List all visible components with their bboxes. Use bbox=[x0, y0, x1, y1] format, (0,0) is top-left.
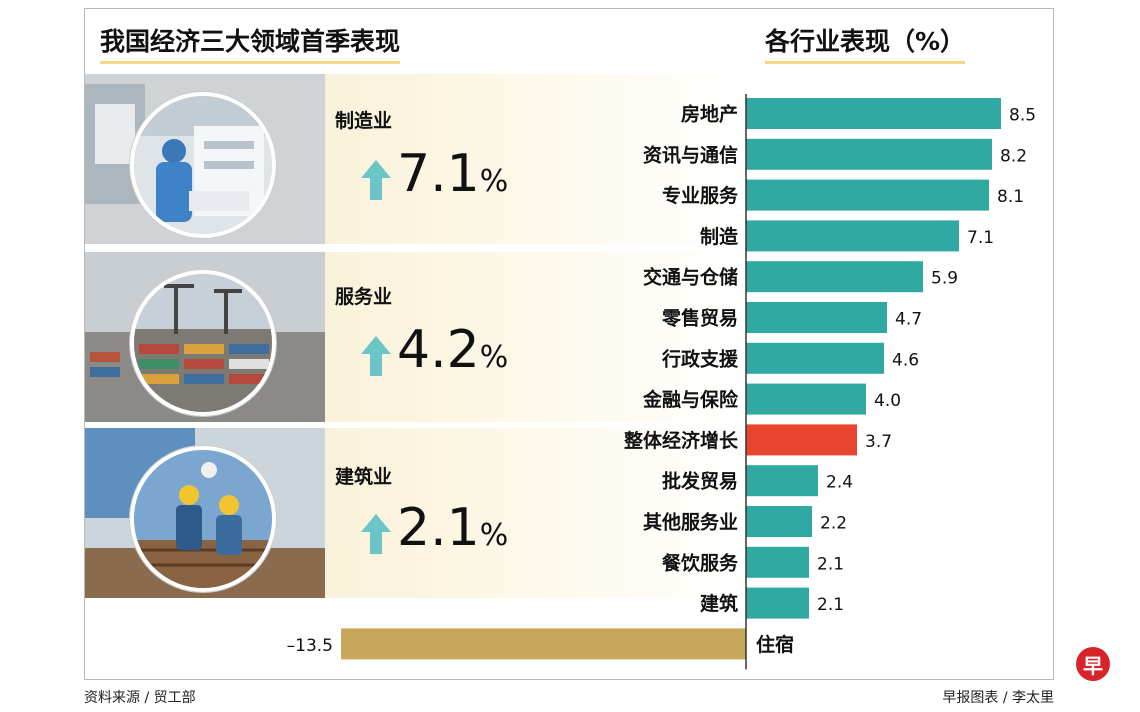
sector-name-construction: 建筑业 bbox=[335, 466, 393, 488]
sector-name-services: 服务业 bbox=[335, 286, 393, 308]
bar-6 bbox=[746, 342, 884, 374]
category-label-12: 建筑 bbox=[700, 592, 738, 615]
growth-value-services: 4.2% bbox=[397, 324, 508, 376]
value-label-3: 7.1 bbox=[967, 228, 994, 248]
value-label-7: 4.0 bbox=[874, 391, 901, 411]
value-label-2: 8.1 bbox=[997, 187, 1024, 207]
category-label-7: 金融与保险 bbox=[642, 388, 739, 411]
value-label-5: 4.7 bbox=[895, 310, 922, 330]
left-title: 我国经济三大领域首季表现 bbox=[100, 22, 401, 64]
up-arrow-icon bbox=[361, 160, 391, 200]
bar-0 bbox=[746, 98, 1001, 129]
up-arrow-icon bbox=[361, 336, 391, 376]
category-label-4: 交通与仓储 bbox=[643, 266, 738, 289]
value-label-6: 4.6 bbox=[892, 350, 919, 370]
value-label-11: 2.1 bbox=[817, 554, 844, 574]
container-port-photo bbox=[130, 270, 276, 416]
chart-credit: 早报图表 / 李太里 bbox=[942, 690, 1054, 706]
category-label-10: 其他服务业 bbox=[643, 511, 738, 534]
factory-worker-photo bbox=[130, 92, 276, 238]
sector-name-manufacturing: 制造业 bbox=[335, 110, 393, 132]
bar-13 bbox=[341, 628, 746, 660]
growth-number: 7.1 bbox=[397, 144, 480, 204]
bar-10 bbox=[746, 506, 812, 537]
growth-value-manufacturing: 7.1% bbox=[397, 148, 508, 200]
value-label-12: 2.1 bbox=[817, 595, 844, 615]
category-label-13: 住宿 bbox=[756, 633, 794, 656]
bar-11 bbox=[746, 546, 809, 578]
value-label-1: 8.2 bbox=[1000, 146, 1027, 166]
growth-number: 2.1 bbox=[397, 498, 480, 558]
category-label-5: 零售贸易 bbox=[661, 307, 738, 330]
bar-12 bbox=[746, 587, 809, 619]
category-label-2: 专业服务 bbox=[662, 184, 739, 207]
growth-value-construction: 2.1% bbox=[397, 502, 508, 554]
percent-sign: % bbox=[479, 518, 509, 553]
category-label-1: 资讯与通信 bbox=[643, 143, 738, 166]
value-label-0: 8.5 bbox=[1009, 106, 1036, 126]
manufacturing-panel: 制造业 7.1% bbox=[85, 74, 750, 244]
category-label-11: 餐饮服务 bbox=[662, 551, 739, 574]
bar-9 bbox=[746, 465, 818, 497]
bar-1 bbox=[746, 138, 992, 170]
up-arrow-icon bbox=[361, 514, 391, 554]
category-label-8: 整体经济增长 bbox=[624, 429, 739, 452]
bar-5 bbox=[746, 302, 887, 333]
percent-sign: % bbox=[479, 340, 509, 375]
value-label-4: 5.9 bbox=[931, 269, 958, 289]
bar-8 bbox=[746, 424, 857, 456]
category-label-3: 制造 bbox=[700, 225, 739, 248]
bar-3 bbox=[746, 220, 959, 252]
category-label-9: 批发贸易 bbox=[662, 470, 738, 493]
value-label-13: –13.5 bbox=[287, 636, 333, 656]
category-label-0: 房地产 bbox=[681, 103, 738, 126]
construction-panel: 建筑业 2.1% bbox=[85, 428, 750, 598]
category-label-6: 行政支援 bbox=[661, 347, 739, 370]
percent-sign: % bbox=[479, 164, 509, 199]
value-label-10: 2.2 bbox=[820, 514, 847, 534]
bar-4 bbox=[746, 261, 923, 293]
services-panel: 服务业 4.2% bbox=[85, 252, 750, 422]
value-label-9: 2.4 bbox=[826, 473, 853, 493]
value-label-8: 3.7 bbox=[865, 432, 892, 452]
growth-number: 4.2 bbox=[397, 320, 480, 380]
source-note: 资料来源 / 贸工部 bbox=[84, 690, 196, 706]
chart-title: 各行业表现（%） bbox=[765, 22, 966, 64]
bar-7 bbox=[746, 383, 866, 415]
bar-2 bbox=[746, 179, 989, 211]
zaobao-logo: 早 bbox=[1076, 647, 1110, 681]
